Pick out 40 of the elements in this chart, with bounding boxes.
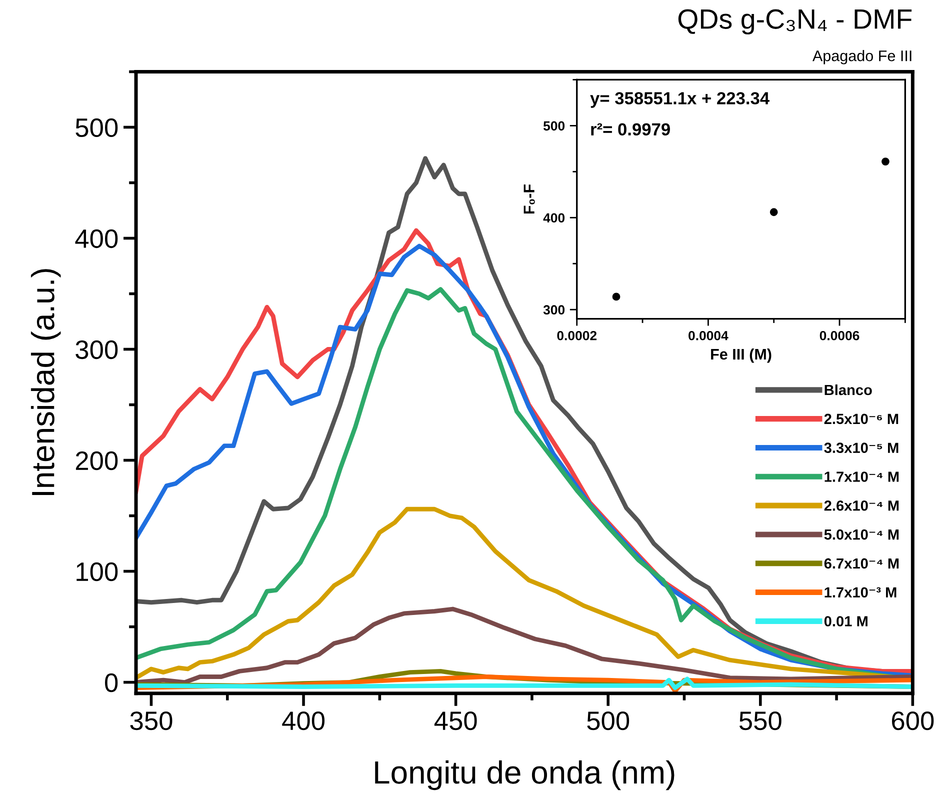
x-tick-label: 400 xyxy=(282,711,325,730)
legend-label: 0.01 M xyxy=(824,616,868,626)
x-tick-label: 550 xyxy=(739,711,782,730)
x-tick-label: 0.0006 xyxy=(820,330,860,340)
y-tick-label: 500 xyxy=(76,118,118,138)
y-tick-label: 300 xyxy=(543,305,565,315)
y-tick-label: 300 xyxy=(76,340,118,360)
legend-label: 1.7x10⁻³ M xyxy=(824,587,896,598)
point xyxy=(612,292,620,301)
line-series xyxy=(136,606,913,685)
chart-title: QDs g-C₃N₄ - DMF xyxy=(678,9,912,34)
y-tick-label: 400 xyxy=(75,229,118,248)
y-tick-label: 200 xyxy=(76,451,118,470)
line-series xyxy=(136,676,913,690)
x-tick-label: 0.0002 xyxy=(557,330,597,340)
legend-label: 6.7x10⁻⁴ M xyxy=(824,558,899,569)
legend-label: 5.0x10⁻⁴ M xyxy=(824,529,899,540)
y-tick-label: 100 xyxy=(76,562,118,582)
point xyxy=(770,208,778,216)
annotation: y= 358551.1x + 223.34 xyxy=(590,92,770,108)
x-axis-title: Fe III (M) xyxy=(711,348,772,363)
point xyxy=(882,158,890,166)
legend-label: Blanco xyxy=(824,384,872,396)
x-tick-label: 600 xyxy=(892,711,934,730)
y-tick-label: 500 xyxy=(543,121,565,131)
y-axis-title: Intensidad (a.u.) xyxy=(30,269,61,496)
y-axis-title: F₀-F xyxy=(524,184,535,214)
chart-subtitle: Apagado Fe III xyxy=(812,50,912,64)
y-tick-label: 0 xyxy=(105,673,118,692)
x-tick-label: 450 xyxy=(434,711,477,730)
legend-label: 1.7x10⁻⁴ M xyxy=(824,472,899,482)
x-tick-label: 350 xyxy=(130,711,172,730)
legend-label: 2.6x10⁻⁴ M xyxy=(824,500,899,511)
x-axis-title: Longitu de onda (nm) xyxy=(375,760,674,790)
legend-label: 2.5x10⁻⁶ M xyxy=(824,414,898,424)
x-tick-label: 500 xyxy=(587,711,630,730)
y-tick-label: 400 xyxy=(543,213,565,223)
legend-label: 3.3x10⁻⁵ M xyxy=(824,442,898,454)
annotation: r²= 0.9979 xyxy=(591,123,670,136)
x-tick-label: 0.0004 xyxy=(688,330,728,340)
